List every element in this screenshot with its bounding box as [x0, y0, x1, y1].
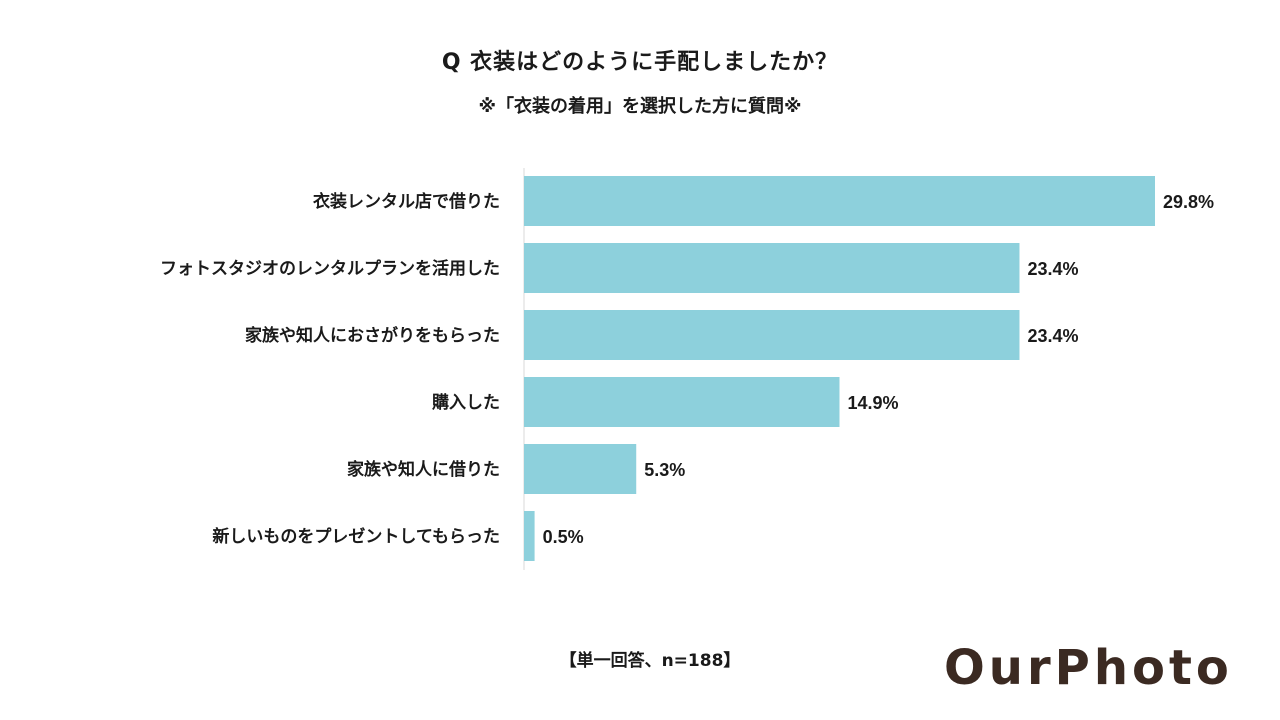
value-label-0: 29.8%: [1163, 192, 1214, 212]
value-label-1: 23.4%: [1027, 259, 1078, 279]
bar-5: [524, 511, 535, 561]
category-label-1: フォトスタジオのレンタルプランを活用した: [160, 258, 500, 279]
sample-size-note: 【単一回答、n=188】: [559, 651, 741, 671]
category-label-3: 購入した: [432, 392, 500, 413]
category-label-2: 家族や知人におさがりをもらった: [245, 325, 500, 346]
value-label-3: 14.9%: [848, 393, 899, 413]
bar-3: [524, 377, 840, 427]
value-label-2: 23.4%: [1027, 326, 1078, 346]
category-label-0: 衣装レンタル店で借りた: [313, 191, 500, 212]
value-label-5: 0.5%: [543, 527, 584, 547]
bar-1: [524, 243, 1020, 293]
chart-subtitle: ※「衣装の着用」を選択した方に質問※: [478, 96, 802, 117]
chart-title: Q 衣装はどのように手配しましたか？: [441, 50, 839, 75]
ourphoto-logo: OurPhoto: [944, 640, 1233, 696]
category-label-5: 新しいものをプレゼントしてもらった: [212, 526, 500, 547]
bar-4: [524, 444, 637, 494]
bar-2: [524, 310, 1020, 360]
category-label-4: 家族や知人に借りた: [347, 459, 500, 480]
bar-0: [524, 176, 1155, 226]
value-label-4: 5.3%: [644, 460, 685, 480]
